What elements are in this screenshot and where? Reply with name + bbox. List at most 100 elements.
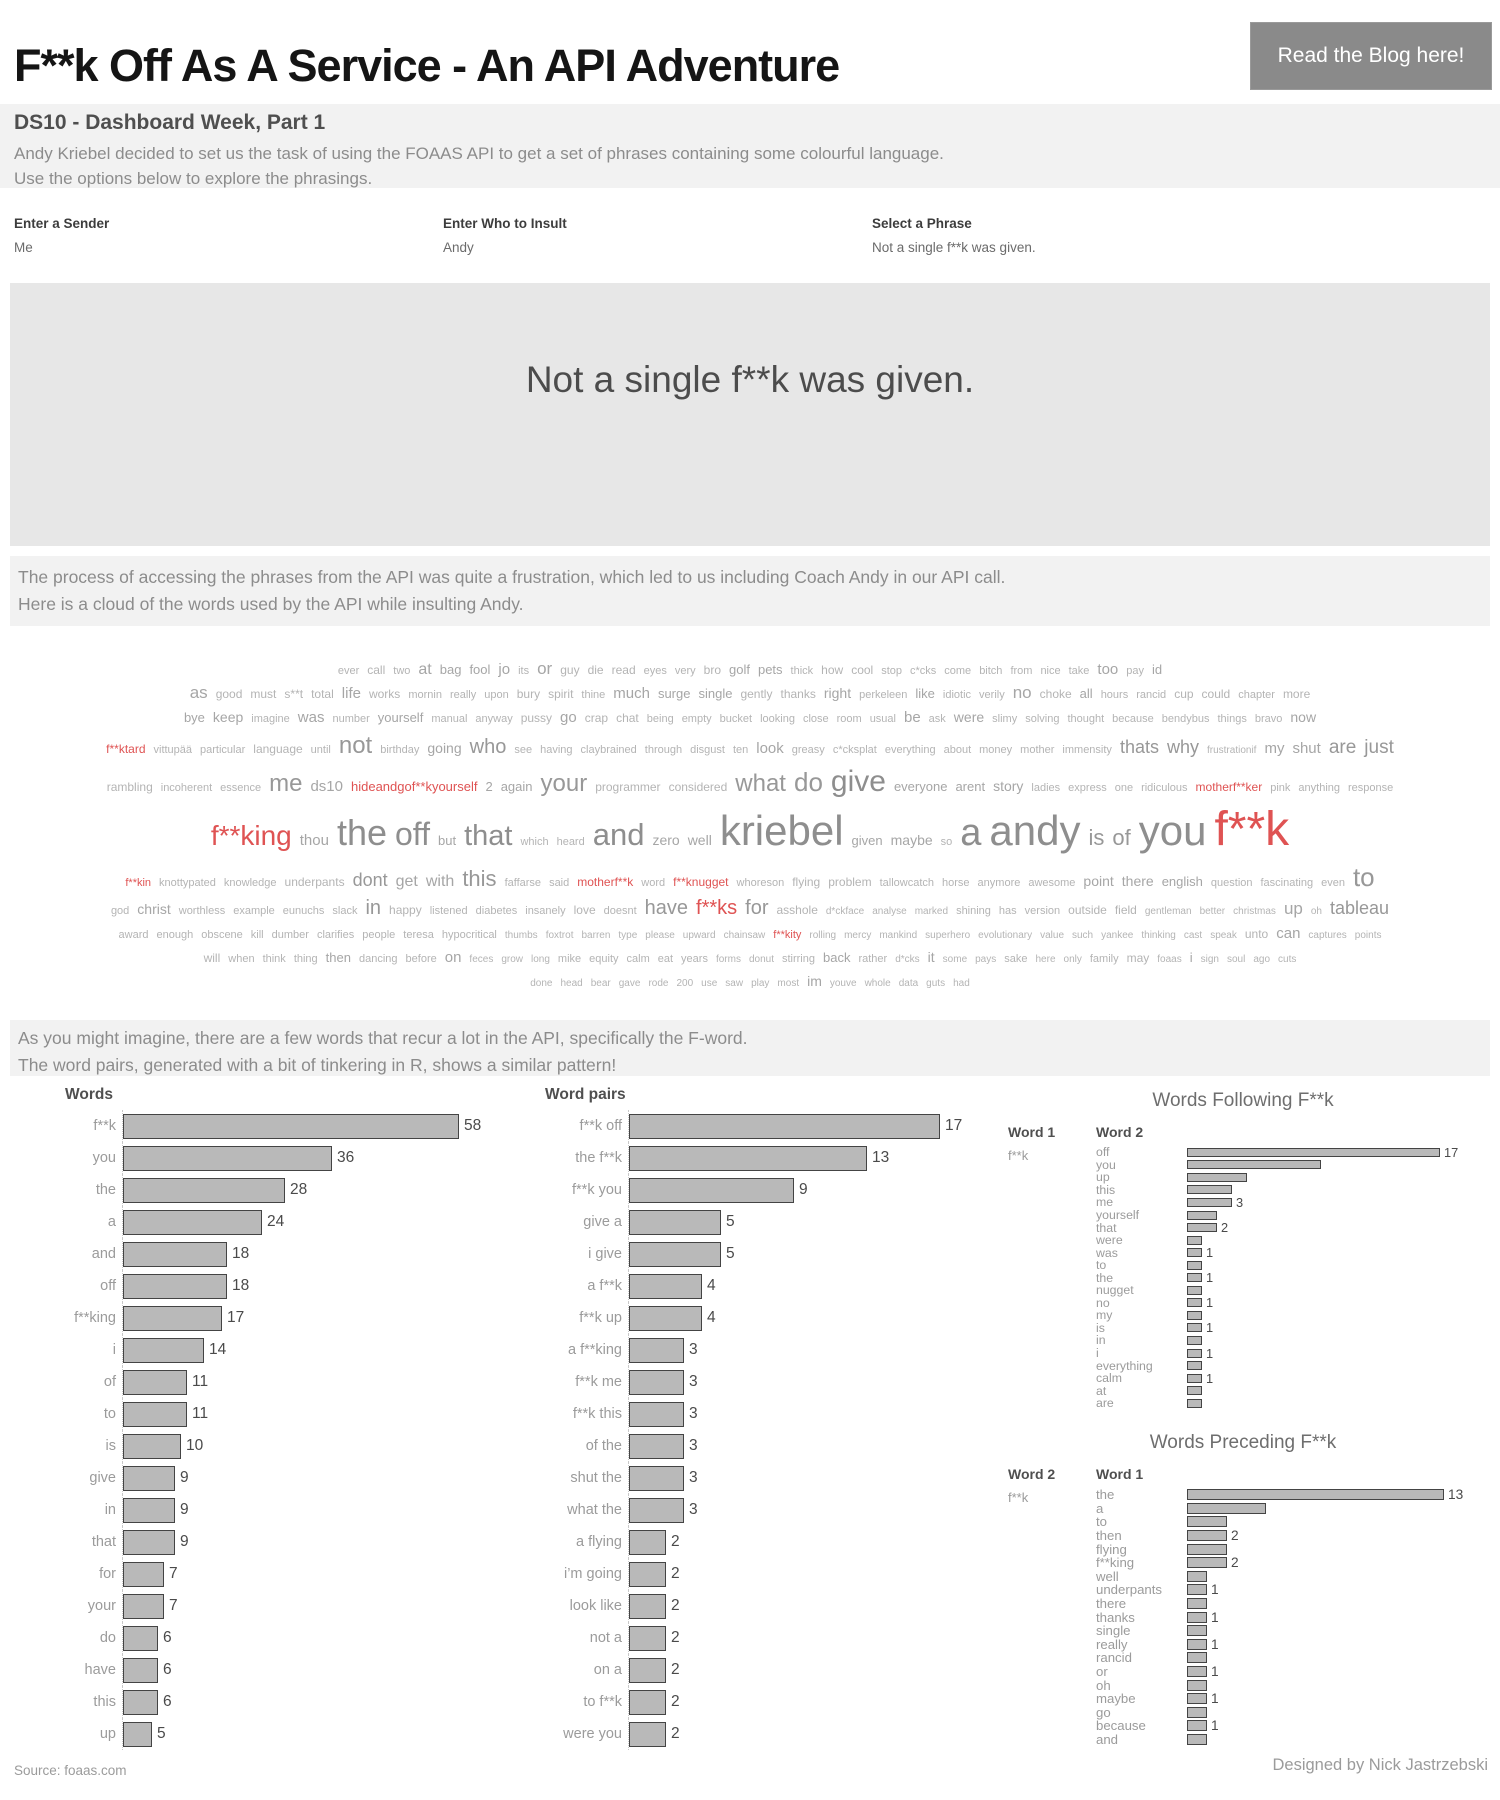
cloud-word[interactable]: yourself	[377, 710, 424, 726]
cloud-word[interactable]: zero	[652, 832, 680, 849]
cloud-word[interactable]: worthless	[178, 905, 226, 918]
cloud-word[interactable]: usual	[869, 713, 896, 726]
cloud-word[interactable]: only	[1063, 954, 1082, 966]
cloud-word[interactable]: rambling	[106, 780, 153, 795]
cloud-word[interactable]: gave	[618, 977, 641, 989]
cloud-word[interactable]: s**t	[284, 687, 304, 702]
cloud-word[interactable]: story	[993, 778, 1024, 795]
cloud-word[interactable]: said	[549, 876, 570, 889]
cloud-word[interactable]: rode	[648, 977, 669, 989]
cloud-word[interactable]: chapter	[1238, 689, 1275, 702]
cloud-word[interactable]: slack	[332, 905, 358, 918]
cloud-word[interactable]: anyway	[475, 713, 513, 726]
cloud-word[interactable]: then	[325, 950, 351, 966]
bar[interactable]	[629, 1209, 721, 1235]
bar[interactable]	[1187, 1502, 1266, 1514]
cloud-word[interactable]: well	[687, 832, 712, 849]
bar[interactable]	[123, 1273, 227, 1299]
cloud-word[interactable]: rancid	[1136, 689, 1167, 702]
cloud-word[interactable]: awesome	[1028, 876, 1076, 889]
cloud-word[interactable]: language	[253, 741, 303, 756]
cloud-word[interactable]: all	[1079, 686, 1093, 702]
cloud-word[interactable]: the	[336, 812, 387, 854]
cloud-word[interactable]: d*ckface	[825, 906, 865, 918]
cloud-word[interactable]: points	[1354, 930, 1382, 942]
cloud-word[interactable]: thick	[790, 664, 814, 677]
cloud-word[interactable]: why	[1166, 736, 1199, 757]
cloud-word[interactable]: obscene	[201, 929, 243, 942]
bar[interactable]	[1187, 1323, 1202, 1333]
cloud-word[interactable]: its	[518, 664, 530, 677]
cloud-word[interactable]: about	[943, 743, 972, 756]
cloud-word[interactable]: from	[1010, 664, 1033, 677]
bar[interactable]	[123, 1497, 175, 1523]
cloud-word[interactable]: cuts	[1278, 954, 1297, 966]
cloud-word[interactable]: was	[297, 709, 325, 727]
cloud-word[interactable]: through	[644, 743, 683, 756]
bar[interactable]	[1187, 1530, 1227, 1542]
cloud-word[interactable]: motherf**k	[577, 874, 634, 889]
cloud-word[interactable]: has	[998, 905, 1017, 918]
cloud-word[interactable]: hideandgof**kyourself	[350, 779, 478, 795]
cloud-word[interactable]: essence	[220, 782, 262, 795]
cloud-word[interactable]: god	[110, 905, 130, 918]
cloud-word[interactable]: feces	[469, 954, 494, 966]
cloud-word[interactable]: captures	[1308, 930, 1347, 942]
bar[interactable]	[1187, 1197, 1232, 1207]
bar[interactable]	[123, 1465, 175, 1491]
cloud-word[interactable]: had	[953, 977, 970, 989]
bar[interactable]	[1187, 1248, 1202, 1258]
cloud-word[interactable]: have	[644, 897, 689, 920]
bar[interactable]	[629, 1113, 940, 1139]
bar[interactable]	[629, 1177, 794, 1203]
cloud-word[interactable]: me	[269, 770, 303, 798]
cloud-word[interactable]: fascinating	[1260, 876, 1314, 889]
cloud-word[interactable]: horse	[942, 876, 970, 889]
cloud-word[interactable]: again	[500, 779, 533, 795]
cloud-word[interactable]: most	[777, 977, 800, 989]
cloud-word[interactable]: particular	[200, 743, 246, 756]
cloud-word[interactable]: head	[560, 977, 583, 989]
cloud-word[interactable]: pink	[1270, 782, 1291, 795]
cloud-word[interactable]: faffarse	[504, 876, 542, 889]
cloud-word[interactable]: more	[1282, 687, 1311, 702]
cloud-word[interactable]: one	[1114, 782, 1134, 795]
cloud-word[interactable]: thanks	[780, 687, 816, 702]
cloud-word[interactable]: anymore	[977, 876, 1021, 889]
bar[interactable]	[629, 1145, 867, 1171]
bar[interactable]	[629, 1657, 666, 1683]
cloud-word[interactable]: id	[1152, 661, 1163, 677]
cloud-word[interactable]: surge	[657, 686, 691, 702]
bar[interactable]	[123, 1337, 204, 1363]
bar[interactable]	[1187, 1361, 1202, 1371]
cloud-word[interactable]: diabetes	[475, 905, 518, 918]
bar[interactable]	[1187, 1706, 1207, 1718]
cloud-word[interactable]: rather	[858, 953, 888, 966]
bar[interactable]	[1187, 1543, 1227, 1555]
cloud-word[interactable]: may	[1126, 951, 1150, 966]
cloud-word[interactable]: two	[393, 664, 411, 677]
cloud-word[interactable]: immensity	[1062, 743, 1112, 756]
bar[interactable]	[1187, 1584, 1207, 1596]
cloud-word[interactable]: imagine	[251, 713, 290, 726]
bar[interactable]	[1187, 1693, 1207, 1705]
cloud-word[interactable]: a	[960, 812, 982, 855]
cloud-word[interactable]: forms	[715, 954, 741, 966]
cloud-word[interactable]: how	[821, 662, 844, 677]
bar[interactable]	[629, 1529, 666, 1555]
cloud-word[interactable]: f**ktard	[106, 741, 146, 756]
cloud-word[interactable]: works	[368, 687, 401, 702]
cloud-word[interactable]: stirring	[781, 953, 815, 966]
cloud-word[interactable]: total	[311, 687, 334, 702]
cloud-word[interactable]: anything	[1298, 782, 1341, 795]
cloud-word[interactable]: given	[851, 833, 883, 849]
cloud-word[interactable]: kill	[250, 929, 264, 942]
cloud-word[interactable]: there	[1121, 872, 1154, 889]
cloud-word[interactable]: greasy	[791, 743, 825, 756]
read-blog-button[interactable]: Read the Blog here!	[1250, 22, 1492, 90]
cloud-word[interactable]: enough	[156, 929, 194, 942]
bar[interactable]	[1187, 1285, 1202, 1295]
cloud-word[interactable]: before	[405, 953, 437, 966]
cloud-word[interactable]: f**kity	[773, 929, 802, 942]
sender-parameter-value[interactable]: Me	[14, 240, 33, 255]
